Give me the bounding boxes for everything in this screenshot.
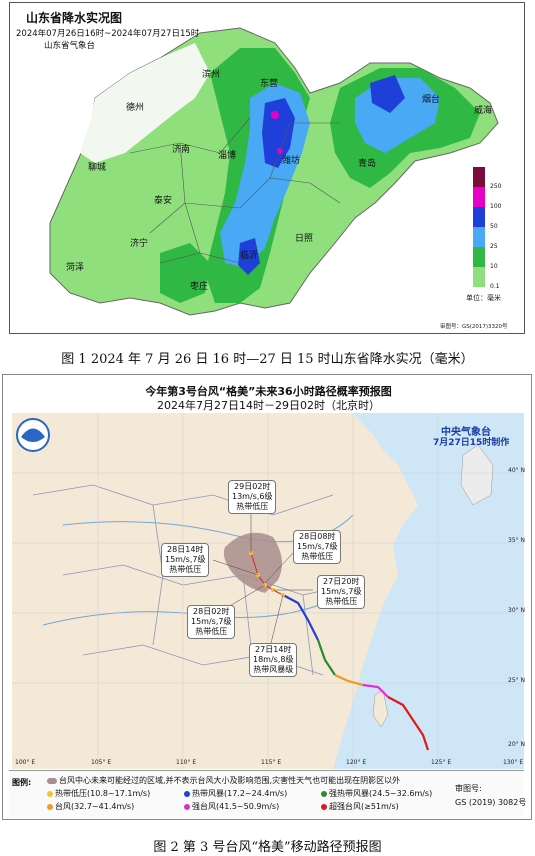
label-leaders — [212, 510, 313, 644]
lat-label: 25° N — [508, 677, 526, 684]
legend-item: 强台风(41.5~50.9m/s) — [184, 801, 279, 812]
city-label: 烟台 — [422, 95, 441, 105]
legend-title: 图例: — [12, 778, 32, 787]
figure1-caption: 图 1 2024 年 7 月 26 日 16 时—27 日 15 时山东省降水实… — [61, 352, 474, 367]
legend-item: 热带风暴(17.2~24.4m/s) — [184, 788, 287, 799]
track-label: 27日20时 15m/s,7级 热带低压 — [317, 575, 366, 609]
legend-swatch — [473, 207, 485, 227]
figure2-legend: 图例: 台风中心未来可能经过的区域,并不表示台风大小及影响范围,灾害性天气也可能… — [9, 770, 527, 817]
legend-dot-icon — [321, 803, 327, 810]
city-label: 临沂 — [240, 251, 259, 261]
legend-item: 热带低压(10.8~17.1m/s) — [47, 788, 150, 799]
lon-label: 110° E — [176, 759, 197, 766]
legend-probability-note: 台风中心未来可能经过的区域,并不表示台风大小及影响范围,灾害性天气也可能出现在阴… — [47, 775, 400, 786]
rain-50-area — [262, 98, 295, 168]
legend-swatch — [473, 227, 485, 247]
unit-label: 单位：毫米 — [466, 294, 501, 302]
legend-tick: 0.1 — [490, 283, 500, 290]
city-label: 淄博 — [218, 151, 237, 161]
lat-label: 30° N — [508, 607, 526, 614]
cone-swatch-icon — [47, 777, 57, 784]
rain-50-area-east — [370, 75, 405, 113]
typhoon-map — [12, 413, 524, 769]
figure1-agency: 山东省气象台 — [44, 41, 96, 51]
city-label: 青岛 — [358, 159, 377, 169]
track-label: 28日08时 15m/s,7级 热带低压 — [293, 530, 342, 564]
figure2-title: 今年第3号台风“格美”未来36小时路径概率预报图 — [145, 385, 392, 398]
shandong-map — [49, 27, 499, 316]
track-super-typhoon — [387, 696, 430, 751]
city-label: 日照 — [295, 234, 314, 244]
city-label: 济宁 — [130, 239, 149, 249]
lon-label: 115° E — [261, 759, 282, 766]
figure2-map-frame: 今年第3号台风“格美”未来36小时路径概率预报图 2024年7月27日14时－2… — [2, 374, 532, 820]
track-severe-storm — [316, 639, 336, 676]
track-strong-typhoon — [362, 683, 389, 698]
lat-label: 20° N — [508, 741, 526, 748]
legend-dot-icon — [184, 803, 190, 810]
cma-logo-icon — [16, 418, 50, 452]
precip-color-legend — [473, 167, 485, 287]
legend-tick: 50 — [490, 223, 498, 230]
lon-label: 130° E — [503, 759, 524, 766]
city-label: 泰安 — [154, 196, 173, 206]
legend-tick: 100 — [490, 203, 502, 210]
city-label: 德州 — [126, 103, 145, 113]
track-label: 27日14时 18m/s,8级 热带风暴级 — [249, 643, 298, 677]
city-label: 枣庄 — [190, 282, 209, 292]
rain-50-area-south — [238, 238, 260, 275]
figure2-agency: 中央气象台 — [441, 427, 491, 438]
city-boundaries — [129, 117, 341, 264]
figure2-caption: 图 2 第 3 号台风“格美”移动路径预报图 — [153, 840, 382, 855]
city-label: 济南 — [172, 145, 191, 155]
city-label: 滨州 — [202, 70, 221, 80]
lon-label: 105° E — [91, 759, 112, 766]
figure1-title: 山东省降水实况图 — [26, 11, 123, 25]
legend-dot-icon — [47, 790, 53, 797]
legend-tick: 10 — [490, 263, 498, 270]
legend-dot-icon — [47, 803, 53, 810]
legend-swatch — [473, 187, 485, 207]
review-number: GS (2019) 3082号 — [455, 798, 527, 807]
legend-item: 超强台风(≥51m/s) — [321, 801, 399, 812]
lat-label: 35° N — [508, 537, 526, 544]
korea-land — [460, 444, 494, 506]
probability-cone — [223, 532, 282, 593]
review-number: 审图号：GS(2017)3320号 — [440, 324, 508, 330]
rain-10-area-south — [160, 243, 210, 303]
figure2-issued: 7月27日15时制作 — [433, 438, 510, 448]
track-label: 29日02时 13m/s,6级 热带低压 — [228, 480, 277, 514]
legend-item: 台风(32.7~41.4m/s) — [47, 801, 134, 812]
figure1-time-range: 2024年07月26日16时~2024年07月27日15时 — [16, 29, 200, 39]
city-label: 威海 — [474, 106, 493, 116]
legend-dot-icon — [321, 790, 327, 797]
lat-label: 40° N — [508, 467, 526, 474]
lon-label: 100° E — [15, 759, 36, 766]
track-tropical-storm — [282, 594, 319, 641]
legend-item: 强热带风暴(24.5~32.6m/s) — [321, 788, 432, 799]
legend-dot-icon — [184, 790, 190, 797]
city-label: 潍坊 — [282, 156, 301, 166]
legend-swatch — [473, 247, 485, 267]
legend-swatch — [473, 167, 485, 187]
legend-tick: 25 — [490, 243, 498, 250]
city-label: 东营 — [260, 79, 279, 89]
legend-tick: 250 — [490, 183, 502, 190]
low-rain-area — [80, 43, 210, 163]
lon-label: 125° E — [431, 759, 452, 766]
review-label: 审图号: — [455, 784, 482, 793]
city-label: 聊城 — [88, 163, 107, 173]
city-label: 菏泽 — [66, 263, 85, 273]
track-label: 28日02时 15m/s,7级 热带低压 — [187, 605, 236, 639]
track-label: 28日14时 15m/s,7级 热带低压 — [161, 543, 210, 577]
track-typhoon — [334, 674, 364, 687]
figure1-map-frame: 山东省降水实况图 2024年07月26日16时~2024年07月27日15时 山… — [9, 2, 525, 334]
lon-label: 120° E — [346, 759, 367, 766]
rain-100-spot — [271, 111, 279, 119]
legend-swatch — [473, 267, 485, 287]
figure2-subtitle: 2024年7月27日14时－29日02时（北京时） — [157, 399, 380, 412]
